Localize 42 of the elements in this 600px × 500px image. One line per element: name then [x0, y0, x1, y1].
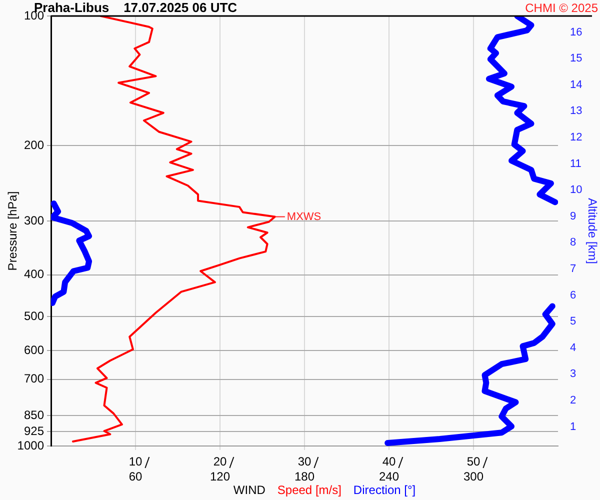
y-tick-label: 300: [24, 213, 44, 228]
x2-tick-label: 180: [294, 469, 315, 484]
x-tick-label: 10: [128, 454, 142, 468]
y2-tick-label: 6: [570, 289, 576, 302]
y2-tick-label: 9: [570, 210, 576, 222]
text: Speed [m/s]: [277, 483, 342, 497]
y-tick-label: 1000: [17, 438, 44, 452]
y2-tick-label: 14: [570, 78, 582, 91]
y2-tick-label: 10: [570, 184, 582, 196]
x-tick-label: 40: [382, 454, 396, 468]
y-tick-label: 600: [24, 342, 44, 357]
y2-tick-label: 8: [570, 236, 576, 249]
y-tick-label: 200: [24, 138, 44, 152]
y2-tick-label: 7: [570, 263, 576, 276]
y-tick-label: 700: [24, 372, 44, 386]
x2-tick-label: 240: [378, 469, 400, 484]
y-tick-label: 925: [24, 424, 44, 438]
y2-tick-label: 2: [570, 394, 576, 407]
y2-tick-label: 12: [570, 132, 582, 144]
x-axis-title: WIND: [233, 483, 266, 497]
y2-tick-label: 1: [570, 420, 576, 433]
y2-axis-title: Altitude [km]: [586, 198, 600, 264]
y-axis-title: Pressure [hPa]: [5, 191, 20, 271]
y-tick-label: 500: [24, 308, 44, 323]
x-tick-label: 50: [466, 454, 480, 468]
y-tick-label: 400: [24, 267, 44, 282]
x2-tick-label: 60: [128, 469, 142, 484]
y2-tick-label: 5: [570, 316, 576, 328]
y2-tick-label: 16: [570, 26, 582, 38]
y2-tick-label: 3: [570, 368, 576, 380]
annotation: MXWS: [286, 210, 322, 223]
y2-tick-label: 4: [570, 342, 576, 354]
x2-tick-label: 300: [463, 469, 484, 484]
x-tick-label: 30: [298, 454, 312, 468]
y-tick-label: 850: [24, 408, 44, 422]
x-tick-label: 20: [213, 454, 227, 468]
text: Direction [°]: [353, 483, 416, 497]
y2-tick-label: 15: [570, 52, 582, 65]
x2-tick-label: 120: [210, 469, 230, 484]
y2-tick-label: 13: [570, 105, 582, 118]
y2-tick-label: 11: [570, 158, 582, 170]
text: CHMI © 2025: [525, 1, 598, 15]
